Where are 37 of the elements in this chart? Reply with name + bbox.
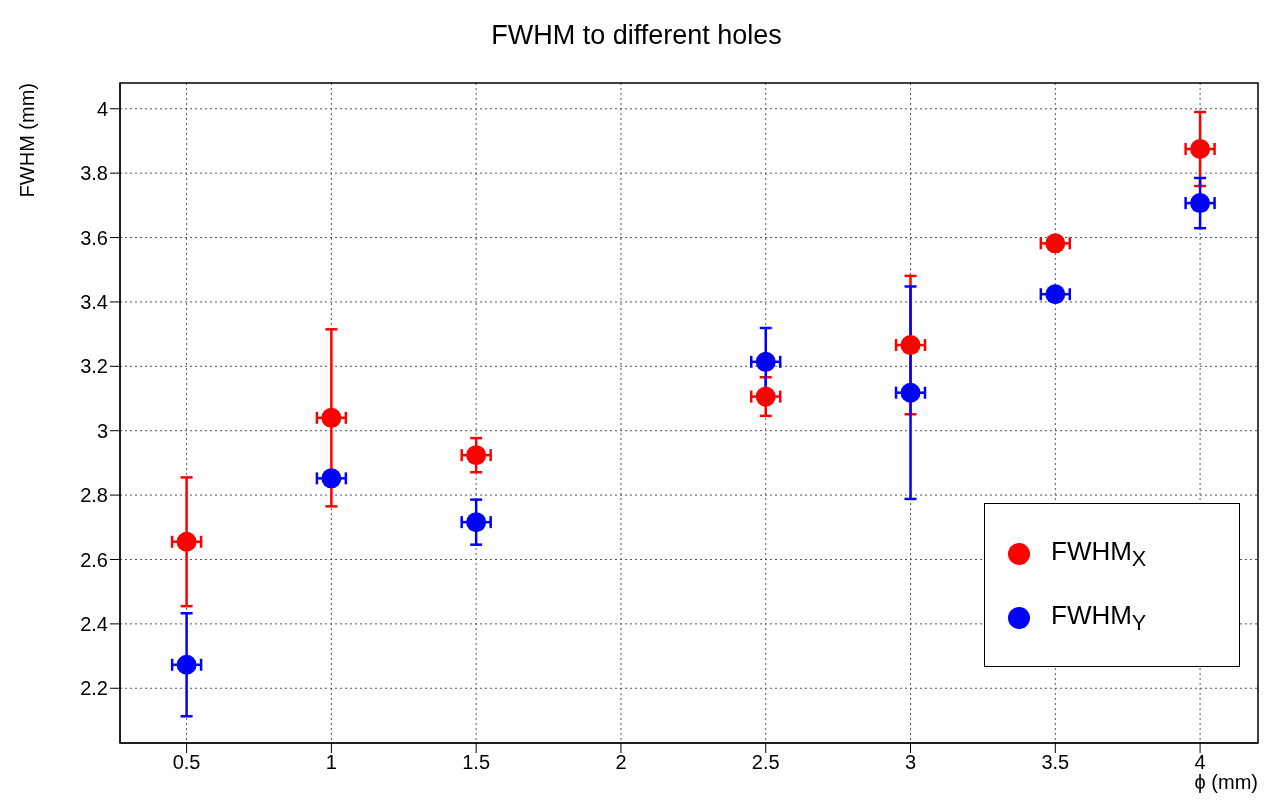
x-tick-label: 3	[904, 751, 917, 774]
y-tick-label: 3.8	[80, 162, 108, 185]
point	[1045, 284, 1066, 305]
x-tick-label: 4	[1194, 751, 1206, 774]
y-tick-label: 3.6	[80, 226, 108, 249]
point	[900, 382, 921, 403]
point	[466, 512, 487, 533]
y-tick-label: 2.2	[80, 677, 108, 700]
legend-label: FWHM$_{Y}$	[1051, 599, 1147, 637]
y-tick-label: 3	[96, 419, 108, 442]
point	[176, 654, 197, 675]
chart-title: FWHM to different holes	[490, 20, 783, 51]
x-tick-label: 2.5	[751, 751, 780, 774]
x-tick-label: 2	[615, 751, 627, 774]
point	[321, 468, 342, 489]
point	[755, 386, 776, 407]
point	[900, 335, 921, 356]
point	[176, 531, 197, 552]
x-axis-title: ϕ (mm)	[1194, 771, 1258, 794]
x-tick-label: 3.5	[1041, 751, 1070, 774]
point	[1045, 233, 1066, 254]
y-tick-label: 2.8	[80, 484, 108, 507]
x-tick-label: 1.5	[462, 751, 491, 774]
y-tick-label: 4	[96, 97, 108, 120]
y-tick-label: 2.4	[80, 612, 108, 635]
y-axis-title: FWHM (mm)	[16, 83, 39, 198]
point	[321, 407, 342, 428]
point	[755, 351, 776, 372]
y-tick-label: 3.4	[80, 291, 108, 314]
y-tick-label: 2.6	[80, 548, 108, 571]
x-tick-label: 1	[325, 751, 337, 774]
point	[1190, 193, 1211, 214]
y-tick-label: 3.2	[80, 355, 108, 378]
point	[466, 445, 487, 466]
x-tick-label: 0.5	[172, 751, 201, 774]
point	[1190, 139, 1211, 159]
legend-label: FWHM$_{X}$	[1051, 535, 1147, 573]
